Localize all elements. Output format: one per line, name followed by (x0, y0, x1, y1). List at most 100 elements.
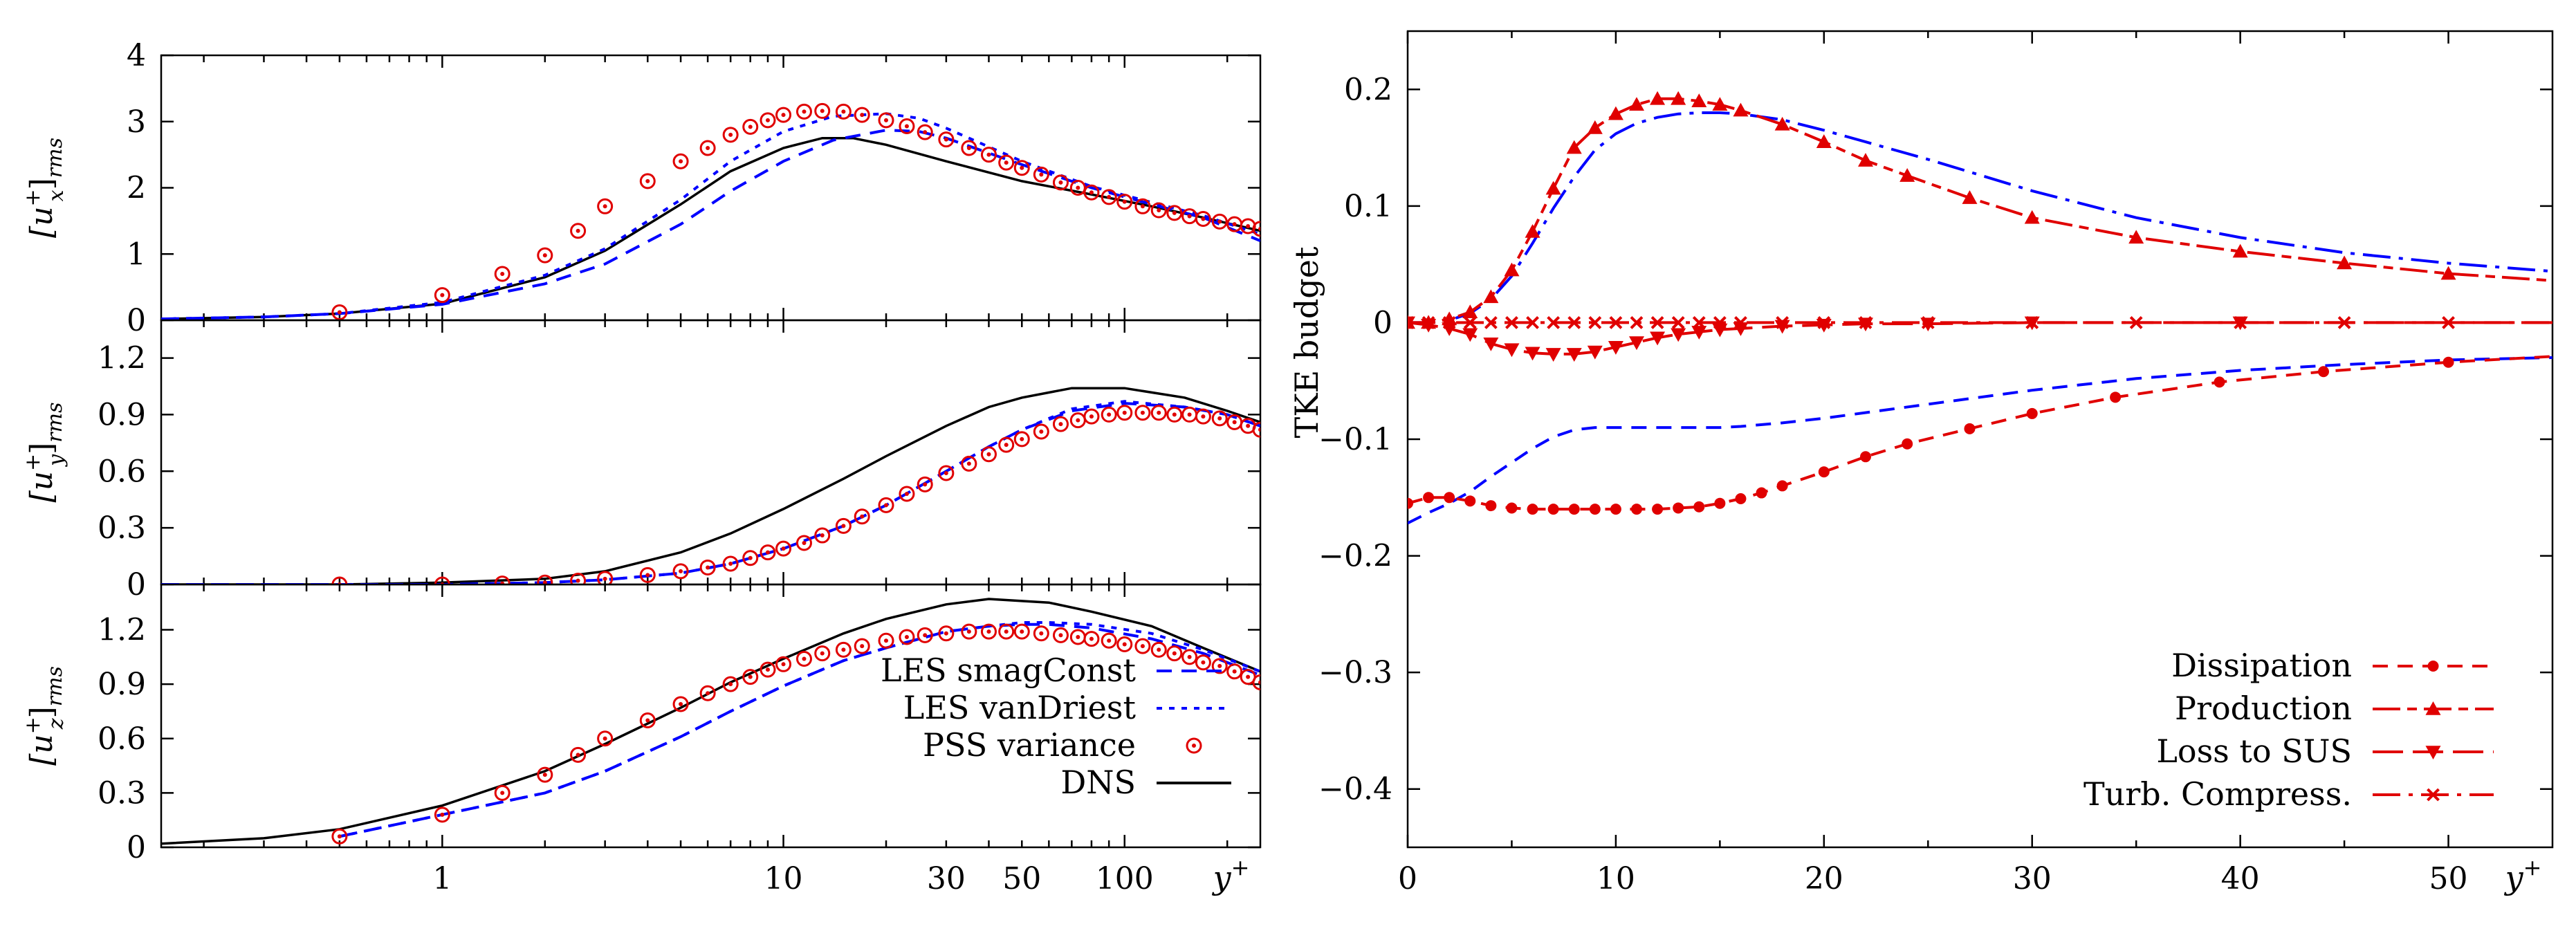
series-loss-to-sus-point (1545, 348, 1561, 362)
series-dissipation-point (2110, 391, 2122, 403)
y-axis-label: [u+z]rms (21, 666, 68, 766)
x-tick-label: 50 (2429, 861, 2468, 896)
series-pss-variance-point (537, 766, 553, 783)
series-pss-variance-point (570, 223, 587, 239)
series-production-point (1858, 153, 1873, 167)
series-turb-compress-point (1734, 316, 1747, 329)
series-pss-variance-point-center (1258, 680, 1260, 685)
ylabel-close: ] (24, 706, 59, 718)
y-tick-label: 3 (127, 104, 146, 140)
series-pss-variance-point (835, 517, 852, 534)
series-pss-variance-point-center (728, 132, 733, 137)
series-turb-compress-point (1484, 316, 1498, 329)
series-dissipation-line (1408, 355, 2552, 511)
series-pss-variance-point (1083, 631, 1100, 647)
series-pss-variance-point-center (1020, 436, 1024, 441)
series-production-point (1691, 93, 1707, 107)
legend-swatch-marker (2425, 701, 2441, 715)
series-pss-variance-point-center (1122, 199, 1127, 204)
series-pss-variance-point-center (860, 644, 865, 649)
y-axis-label: [u+x]rms (21, 138, 68, 238)
series-pss-variance-point-center (1201, 414, 1206, 419)
series-pss-variance-point-center (966, 146, 971, 151)
series-pss-variance-point (938, 131, 955, 148)
series-loss-to-sus-point (1462, 328, 1478, 342)
series-pss-variance-point (980, 147, 997, 163)
series-pss-variance-point-center (1089, 636, 1094, 641)
series-pss-variance-point-center (500, 791, 505, 795)
series-pss-variance-point (1083, 184, 1100, 201)
series-dns-line (161, 387, 1260, 584)
series-pss-variance-point-center (679, 159, 683, 164)
series-pss-variance-point-center (1039, 429, 1044, 434)
series-pss-variance-point-center (1107, 638, 1112, 643)
series-pss-variance-point (1013, 160, 1030, 176)
series-dissipation-point (1673, 502, 1684, 514)
series-dissipation-point (1408, 497, 1413, 509)
series-dissipation-les (1408, 356, 2552, 525)
x-tick-label: 20 (1805, 861, 1843, 896)
series-dissipation-point (1527, 504, 1538, 515)
series-turb-compress-point (1588, 316, 1602, 329)
series-pss-variance-point (699, 685, 716, 701)
series-dissipation-point (2214, 376, 2225, 388)
series-dissipation-point (1776, 480, 1788, 492)
series-pss-variance-point-center (1172, 651, 1177, 656)
series-pss-variance-point (917, 476, 933, 492)
series-production-point (2024, 210, 2040, 224)
legend-swatch-marker (2425, 746, 2441, 759)
series-loss-to-sus-point (1504, 343, 1520, 358)
series-pss-variance-point-center (765, 550, 770, 555)
series-pss-variance-point (1013, 431, 1030, 448)
legend-label: Turb. Compress. (2083, 775, 2352, 813)
series-pss-variance-point-center (966, 461, 971, 466)
series-turb-compress-point (1630, 316, 1644, 329)
series-pss-variance-point (742, 550, 759, 566)
series-pss-variance-point (1052, 627, 1069, 643)
series-turb-compress-point (1547, 316, 1561, 329)
series-pss-variance-point-center (904, 492, 909, 497)
series-pss-variance-point-center (1058, 180, 1063, 185)
series-pss-variance-point (1211, 213, 1228, 230)
series-pss-variance-point (1033, 166, 1049, 183)
ylabel-sub: z (44, 718, 68, 730)
ylabel-rms: rms (43, 666, 67, 706)
series-pss-variance-point-center (1140, 644, 1145, 649)
x-axis-label: y+ (2504, 854, 2542, 896)
x-tick-label: 40 (2221, 861, 2260, 896)
series-turb-compress-point (1505, 316, 1518, 329)
series-pss-variance-point-center (602, 736, 607, 741)
series-turb-compress-point (1776, 316, 1790, 329)
series-pss-variance-point-center (1157, 208, 1161, 213)
series-dissipation-point (1964, 423, 1976, 434)
series-turb-compress-point (1567, 316, 1581, 329)
ylabel-close: ] (24, 178, 59, 190)
series-pss-variance-point-center (884, 503, 889, 508)
y-tick-label: −0.2 (1318, 539, 1392, 574)
series-pss-variance-point (597, 198, 614, 214)
series-pss-variance-point-center (802, 656, 807, 661)
series-turb-compress-point (1713, 316, 1727, 329)
series-dissipation (1408, 355, 2552, 515)
series-pss-variance-point-center (602, 204, 607, 209)
series-pss-variance-point (775, 540, 792, 557)
y-tick-label: 0 (127, 830, 146, 865)
series-pss-variance-point-center (679, 701, 683, 706)
series-dissipation-point (1568, 504, 1580, 515)
ylabel-close: ] (24, 443, 59, 454)
series-pss-variance-point-center (802, 109, 807, 114)
y-axis-label: [u+y]rms (21, 403, 68, 503)
plot-frame (160, 583, 1262, 849)
series-dissipation-point (1547, 504, 1559, 515)
series-turb-compress-point (1859, 316, 1873, 329)
series-pss-variance-point-center (860, 113, 865, 118)
y-tick-label: −0.4 (1318, 772, 1392, 807)
series-pss-variance-point (854, 508, 870, 525)
panel-uy-rms: 0 0.3 0.6 0.9 1.2 [u+y]rms (21, 319, 1262, 602)
series-pss-variance-point-center (966, 629, 971, 634)
series-les-vandriest (161, 112, 1260, 320)
series-pss-variance-point (699, 140, 716, 156)
series-turb-compress-point (1692, 316, 1706, 329)
y-tick-label: 0.6 (98, 454, 146, 489)
series-turb-compress (1408, 316, 2552, 329)
